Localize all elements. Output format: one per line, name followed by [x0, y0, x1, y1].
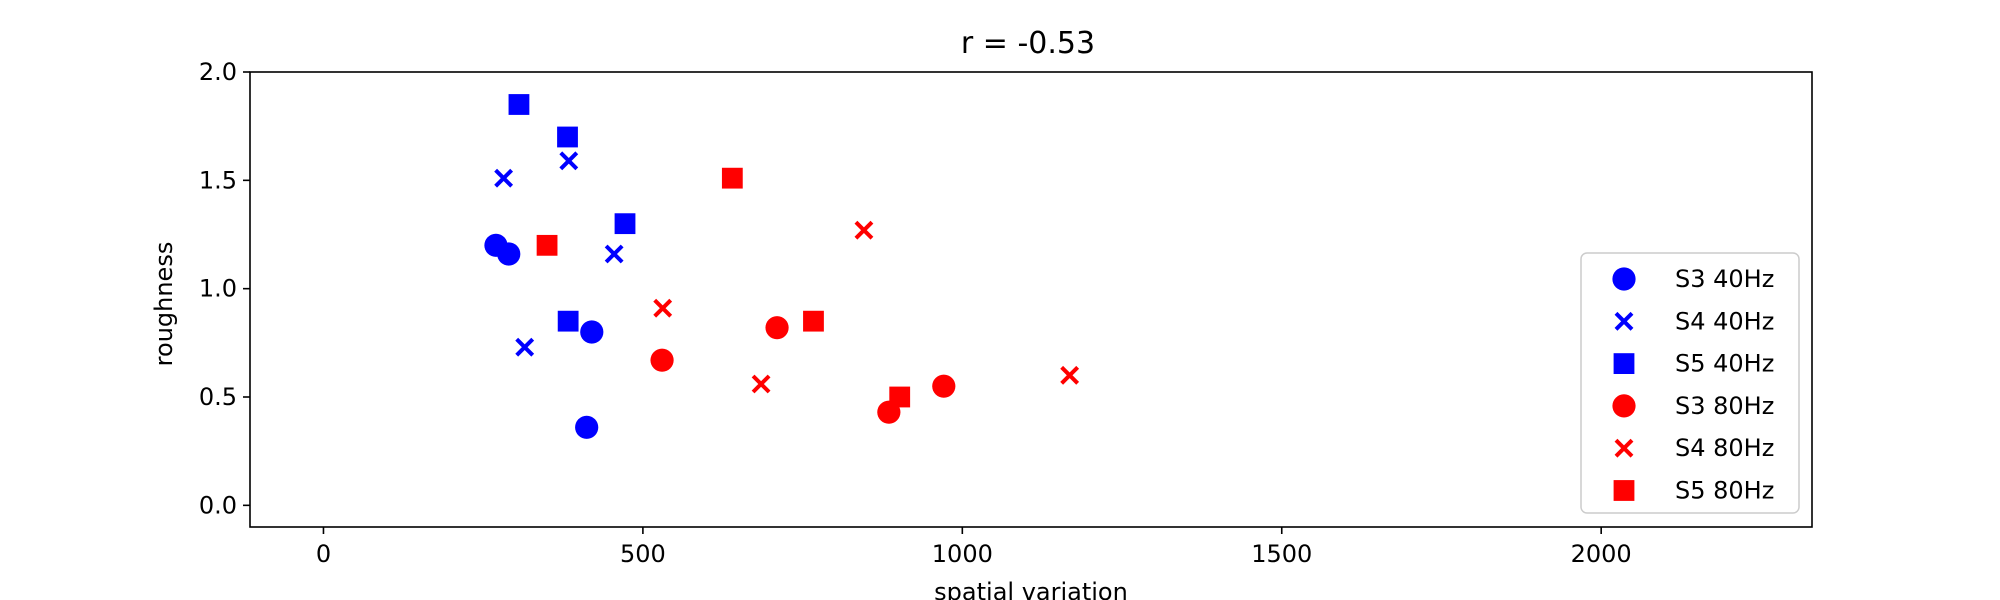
- data-point: [889, 386, 911, 408]
- x-axis-label: spatial variation: [934, 578, 1128, 600]
- data-point: [614, 213, 636, 235]
- data-point: [494, 168, 514, 188]
- legend-marker: [1612, 267, 1636, 291]
- legend-label: S5 40Hz: [1675, 350, 1774, 378]
- x-tick-label: 0: [316, 540, 331, 568]
- x-axis: 0 500 1000 1500 2000: [316, 527, 1632, 568]
- data-point: [751, 374, 771, 394]
- data-point: [557, 310, 579, 332]
- legend: S3 40Hz S4 40Hz S5 40Hz S3 80Hz S4 80Hz S5 80…: [1580, 252, 1800, 514]
- y-axis-label: roughness: [150, 242, 178, 367]
- data-point: [765, 316, 789, 340]
- chart-title: r = -0.53: [961, 26, 1095, 61]
- data-point: [721, 167, 743, 189]
- data-point: [559, 151, 579, 171]
- legend-marker: [1613, 480, 1635, 501]
- legend-label: S5 80Hz: [1675, 477, 1774, 505]
- x-tick-label: 1000: [932, 540, 993, 568]
- legend-box: [1580, 252, 1800, 514]
- data-point: [515, 337, 535, 357]
- data-point: [650, 348, 674, 372]
- data-point: [580, 320, 604, 344]
- x-tick-label: 1500: [1251, 540, 1312, 568]
- legend-marker: [1613, 353, 1635, 374]
- y-tick-label: 1.0: [199, 275, 237, 303]
- data-point: [536, 234, 558, 256]
- plot-area-frame: [249, 71, 1813, 528]
- legend-label: S3 80Hz: [1675, 392, 1774, 420]
- y-tick-label: 0.5: [199, 383, 237, 411]
- data-point: [803, 310, 824, 332]
- data-point: [557, 126, 578, 148]
- y-tick-label: 2.0: [199, 58, 237, 86]
- legend-label: S4 40Hz: [1675, 307, 1774, 335]
- legend-label: S3 40Hz: [1675, 265, 1774, 293]
- x-tick-label: 500: [620, 540, 666, 568]
- data-point: [854, 220, 874, 240]
- data-point: [604, 244, 624, 264]
- legend-marker: [1614, 311, 1634, 331]
- legend-label: S4 80Hz: [1675, 434, 1774, 462]
- data-point: [932, 374, 956, 398]
- legend-marker: [1612, 394, 1636, 418]
- y-axis: 0.0 0.5 1.0 1.5 2.0: [199, 58, 250, 519]
- data-point: [497, 242, 521, 266]
- legend-marker: [1614, 438, 1634, 458]
- data-point: [508, 94, 530, 115]
- data-point: [1060, 365, 1080, 385]
- data-points: [484, 94, 1080, 439]
- data-point: [653, 298, 673, 318]
- data-point: [575, 415, 599, 439]
- y-tick-label: 0.0: [199, 491, 237, 519]
- y-tick-label: 1.5: [199, 166, 237, 194]
- x-tick-label: 2000: [1571, 540, 1632, 568]
